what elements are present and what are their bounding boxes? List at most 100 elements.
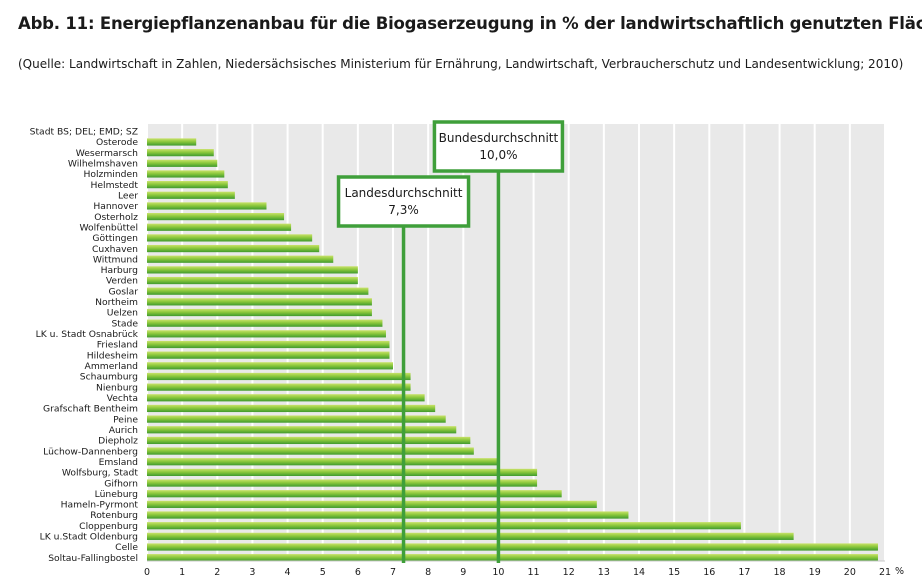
bar (147, 276, 358, 285)
category-label: Wittmund (93, 254, 138, 265)
x-tick-label: 14 (633, 567, 645, 578)
reference-value: 7,3% (388, 203, 419, 217)
category-label: Soltau-Fallingbostel (48, 553, 138, 564)
category-label: Cloppenburg (79, 521, 138, 532)
bar (147, 287, 369, 295)
category-label: Wesermarsch (76, 148, 138, 159)
category-label: Hameln-Pyrmont (61, 500, 139, 511)
category-label: Grafschaft Bentheim (43, 404, 138, 415)
bar (147, 415, 446, 423)
x-tick-label: 1 (179, 567, 185, 578)
x-tick-label: 21 (879, 567, 891, 578)
bar (147, 490, 562, 498)
bar (147, 404, 436, 413)
category-label: Nienburg (96, 382, 138, 393)
category-label: Ammerland (85, 361, 138, 372)
chart-source: (Quelle: Landwirtschaft in Zahlen, Niede… (18, 57, 904, 71)
x-tick-label: 15 (668, 567, 680, 578)
bar (147, 394, 425, 402)
category-label: LK u.Stadt Oldenburg (40, 532, 138, 543)
x-tick-label: 18 (774, 567, 786, 578)
bar (147, 511, 629, 519)
bar (147, 468, 538, 477)
reference-box (336, 175, 471, 228)
bar (147, 308, 372, 317)
bar (147, 532, 794, 540)
category-label: Schaumburg (80, 372, 138, 383)
category-label: Holzminden (83, 169, 138, 180)
category-label: Rotenburg (90, 510, 138, 521)
x-tick-label: 16 (703, 567, 715, 578)
category-label: Cuxhaven (92, 244, 138, 255)
category-label: Hildesheim (87, 350, 138, 361)
category-label: Leer (118, 190, 138, 201)
bar (147, 500, 597, 508)
category-label: Emsland (99, 457, 138, 468)
x-tick-label: 12 (563, 567, 575, 578)
x-tick-label: 8 (425, 567, 431, 578)
category-label: Osterholz (94, 212, 138, 223)
bar (147, 212, 285, 221)
category-label: Wolfsburg, Stadt (62, 468, 139, 479)
category-label: Lüneburg (95, 489, 138, 500)
bar (147, 372, 411, 381)
x-tick-label: 19 (809, 567, 821, 578)
bar (147, 159, 218, 167)
category-label: Lüchow-Dannenberg (43, 446, 138, 457)
bar (147, 479, 538, 487)
reference-box (432, 120, 565, 173)
category-label: Göttingen (92, 233, 138, 244)
category-label: Wolfenbüttel (80, 222, 139, 233)
bar (147, 181, 228, 189)
bar (147, 543, 878, 551)
bar (147, 266, 358, 274)
bar (147, 554, 878, 562)
category-label: Helmstedt (90, 180, 138, 191)
category-label: Diepholz (98, 436, 138, 447)
x-tick-label: 9 (460, 567, 466, 578)
x-tick-label: 13 (598, 567, 610, 578)
category-label: Goslar (109, 286, 139, 297)
x-tick-label: 4 (285, 567, 291, 578)
bar (147, 319, 383, 327)
chart-title: Abb. 11: Energiepflanzenanbau für die Bi… (18, 14, 922, 33)
bar (147, 234, 313, 242)
category-label: Stade (111, 318, 138, 329)
reference-value: 10,0% (479, 148, 517, 162)
bar (147, 522, 741, 530)
category-label: Uelzen (107, 308, 138, 319)
bar (147, 202, 267, 210)
bar (147, 244, 320, 253)
bar (147, 340, 390, 349)
category-label: Friesland (97, 340, 138, 351)
category-label: Celle (115, 542, 138, 553)
x-tick-label: 3 (249, 567, 255, 578)
category-label: Peine (113, 414, 138, 425)
category-label: Aurich (109, 425, 138, 436)
category-label: LK u. Stadt Osnabrück (36, 329, 139, 340)
x-tick-label: 6 (355, 567, 361, 578)
category-label: Verden (106, 276, 138, 287)
x-tick-label: 10 (492, 567, 504, 578)
bar (147, 426, 457, 434)
bar (147, 138, 197, 146)
bar (147, 170, 225, 178)
x-tick-label: 0 (144, 567, 150, 578)
x-tick-label: 20 (844, 567, 856, 578)
bar (147, 447, 474, 455)
x-tick-label: 7 (390, 567, 396, 578)
reference-label: Bundesdurchschnitt (439, 131, 559, 145)
bar (147, 351, 390, 359)
category-label: Stadt BS; DEL; EMD; SZ (30, 127, 138, 138)
bar (147, 298, 372, 306)
x-tick-label: 5 (320, 567, 326, 578)
category-label: Hannover (93, 201, 138, 212)
reference-label: Landesdurchschnitt (345, 186, 463, 200)
bar (147, 223, 292, 231)
bar (147, 436, 471, 445)
category-label: Harburg (101, 265, 138, 276)
bar (147, 191, 235, 199)
category-label: Osterode (96, 137, 138, 148)
bar (147, 383, 411, 391)
x-tick-label: 2 (214, 567, 220, 578)
